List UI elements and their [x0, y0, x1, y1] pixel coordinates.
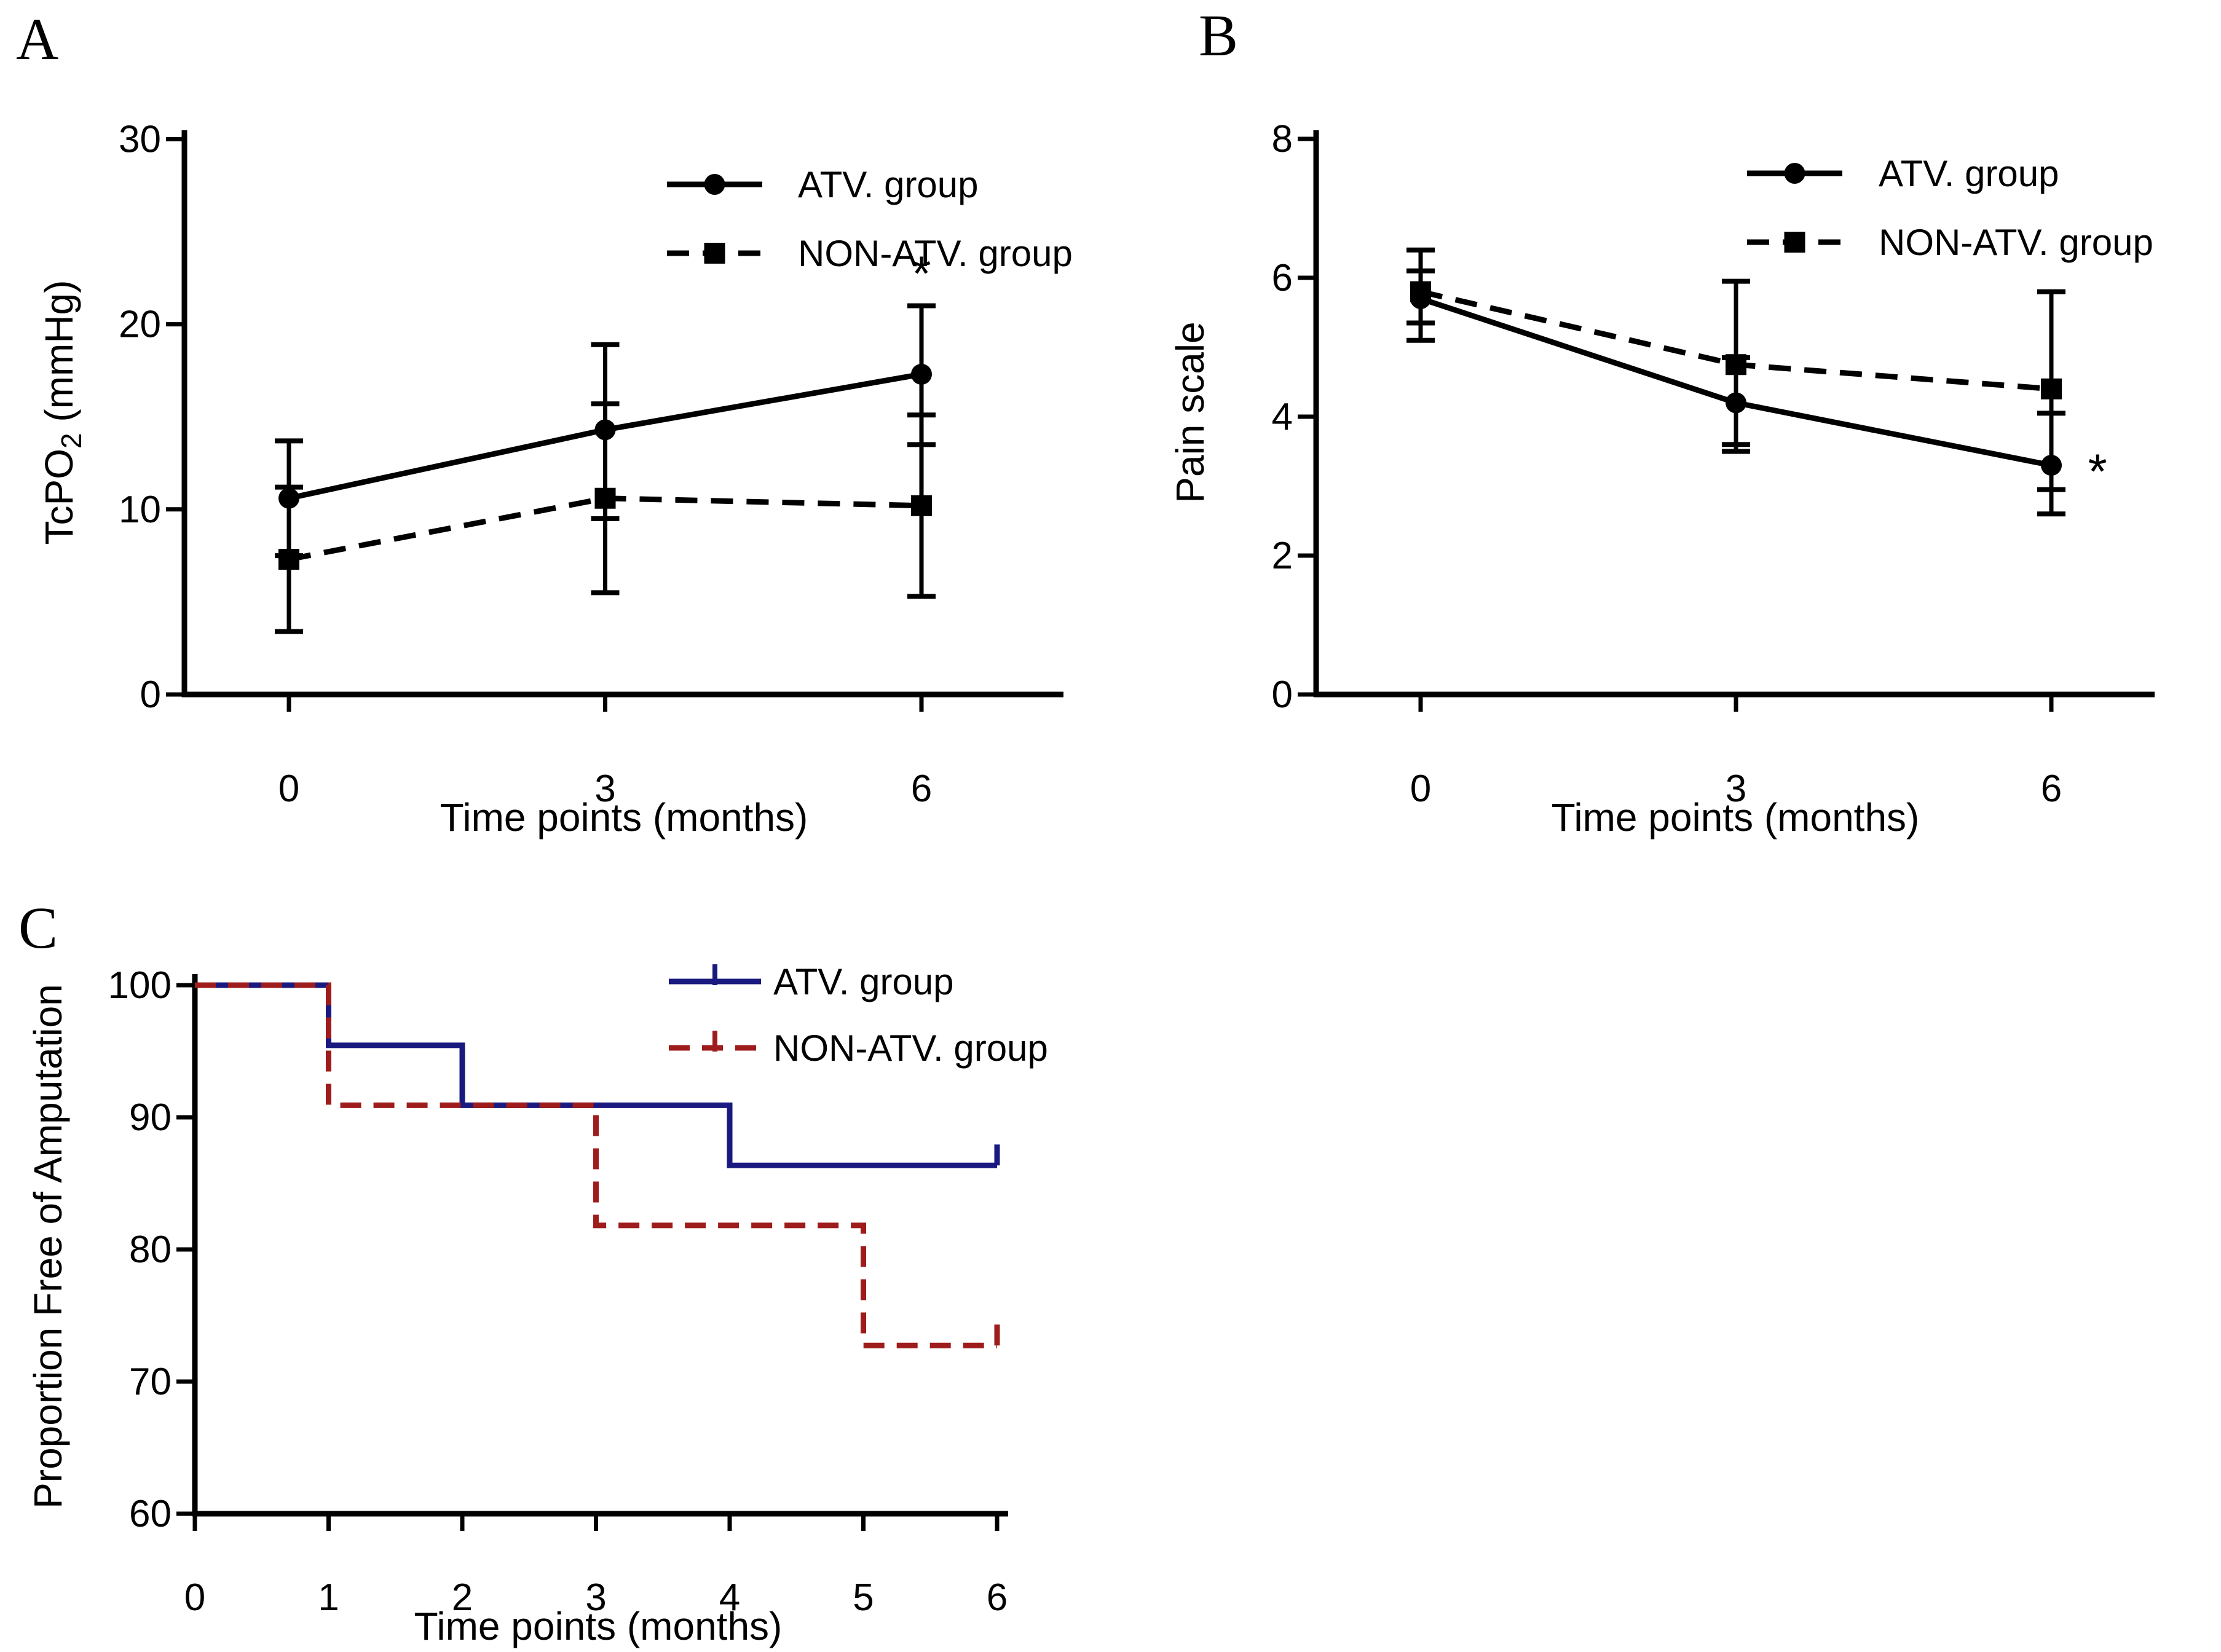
y-axis-label: Pain scale: [1168, 321, 1212, 503]
legend-label: ATV. group: [1879, 153, 2059, 194]
y-tick-label: 2: [1272, 535, 1293, 577]
legend-label: ATV. group: [798, 164, 979, 205]
step-line: [195, 982, 997, 1348]
significance-asterisk: *: [2088, 444, 2107, 498]
circle-marker: [1784, 163, 1805, 184]
x-tick-label: 2: [452, 1576, 473, 1619]
panel-label-c: C: [18, 895, 58, 961]
legend-label: NON-ATV. group: [798, 233, 1073, 274]
panel-b: 0 2 4 6 8 0 3 6 Time points (months) Pain scale AT…: [1168, 118, 2155, 840]
y-tick-label: 70: [129, 1361, 172, 1403]
y-axis-label: Proportion Free of Amputation: [26, 984, 70, 1509]
x-tick-label: 6: [2041, 768, 2062, 810]
x-tick-label: 0: [1410, 768, 1431, 810]
x-tick-label: 4: [719, 1576, 740, 1619]
y-tick-label: 6: [1272, 257, 1293, 299]
x-tick-label: 5: [853, 1576, 874, 1619]
y-tick-label: 4: [1272, 396, 1293, 438]
x-tick-label: 3: [1726, 768, 1746, 810]
x-axis-label: Time points (months): [414, 1604, 783, 1648]
y-tick-label: 100: [108, 964, 172, 1007]
circle-marker: [1726, 392, 1746, 414]
y-tick-label: 0: [1272, 674, 1293, 716]
panel-a: 0 10 20 30 0 3 6 Time points (months) TcPO2 (mmH…: [37, 118, 1073, 840]
square-marker: [594, 487, 616, 509]
y-tick-label: 0: [140, 674, 161, 716]
y-tick-label: 80: [129, 1229, 172, 1271]
square-marker: [1726, 354, 1746, 376]
panel-label-a: A: [16, 6, 59, 72]
x-tick-label: 6: [987, 1576, 1008, 1619]
y-tick-label: 10: [119, 489, 161, 531]
significance-asterisk: *: [912, 246, 931, 301]
square-marker: [1410, 281, 1431, 302]
square-marker: [1784, 232, 1805, 253]
y-tick-label: 60: [129, 1493, 172, 1535]
circle-marker: [594, 419, 616, 441]
x-tick-label: 3: [585, 1576, 606, 1619]
x-tick-label: 1: [318, 1576, 339, 1619]
y-tick-label: 8: [1272, 118, 1293, 160]
y-axis-label: TcPO2 (mmHg): [37, 280, 87, 545]
square-marker: [911, 495, 932, 516]
x-axis-label: Time points (months): [1552, 795, 1920, 840]
legend-label: NON-ATV. group: [1879, 222, 2153, 263]
circle-marker: [704, 174, 725, 195]
legend-label: ATV. group: [773, 961, 954, 1002]
circle-marker: [911, 363, 932, 385]
panel-c: 60 70 80 90 100 0 1 2 3 4 5 6 Time points (months) Pr…: [26, 961, 1048, 1648]
circle-marker: [278, 487, 299, 509]
legend-label: NON-ATV. group: [773, 1028, 1048, 1069]
x-tick-label: 6: [911, 768, 932, 810]
x-axis-label: Time points (months): [440, 795, 808, 840]
y-tick-label: 90: [129, 1096, 172, 1139]
square-marker: [278, 549, 299, 570]
x-tick-label: 0: [184, 1576, 205, 1619]
step-line: [195, 982, 997, 1168]
y-tick-label: 30: [119, 118, 161, 160]
square-marker: [2041, 378, 2062, 399]
y-tick-label: 20: [119, 304, 161, 346]
panel-label-b: B: [1199, 2, 1239, 68]
circle-marker: [2041, 455, 2062, 476]
x-tick-label: 0: [278, 768, 299, 810]
x-tick-label: 3: [594, 768, 615, 810]
square-marker: [704, 243, 725, 264]
